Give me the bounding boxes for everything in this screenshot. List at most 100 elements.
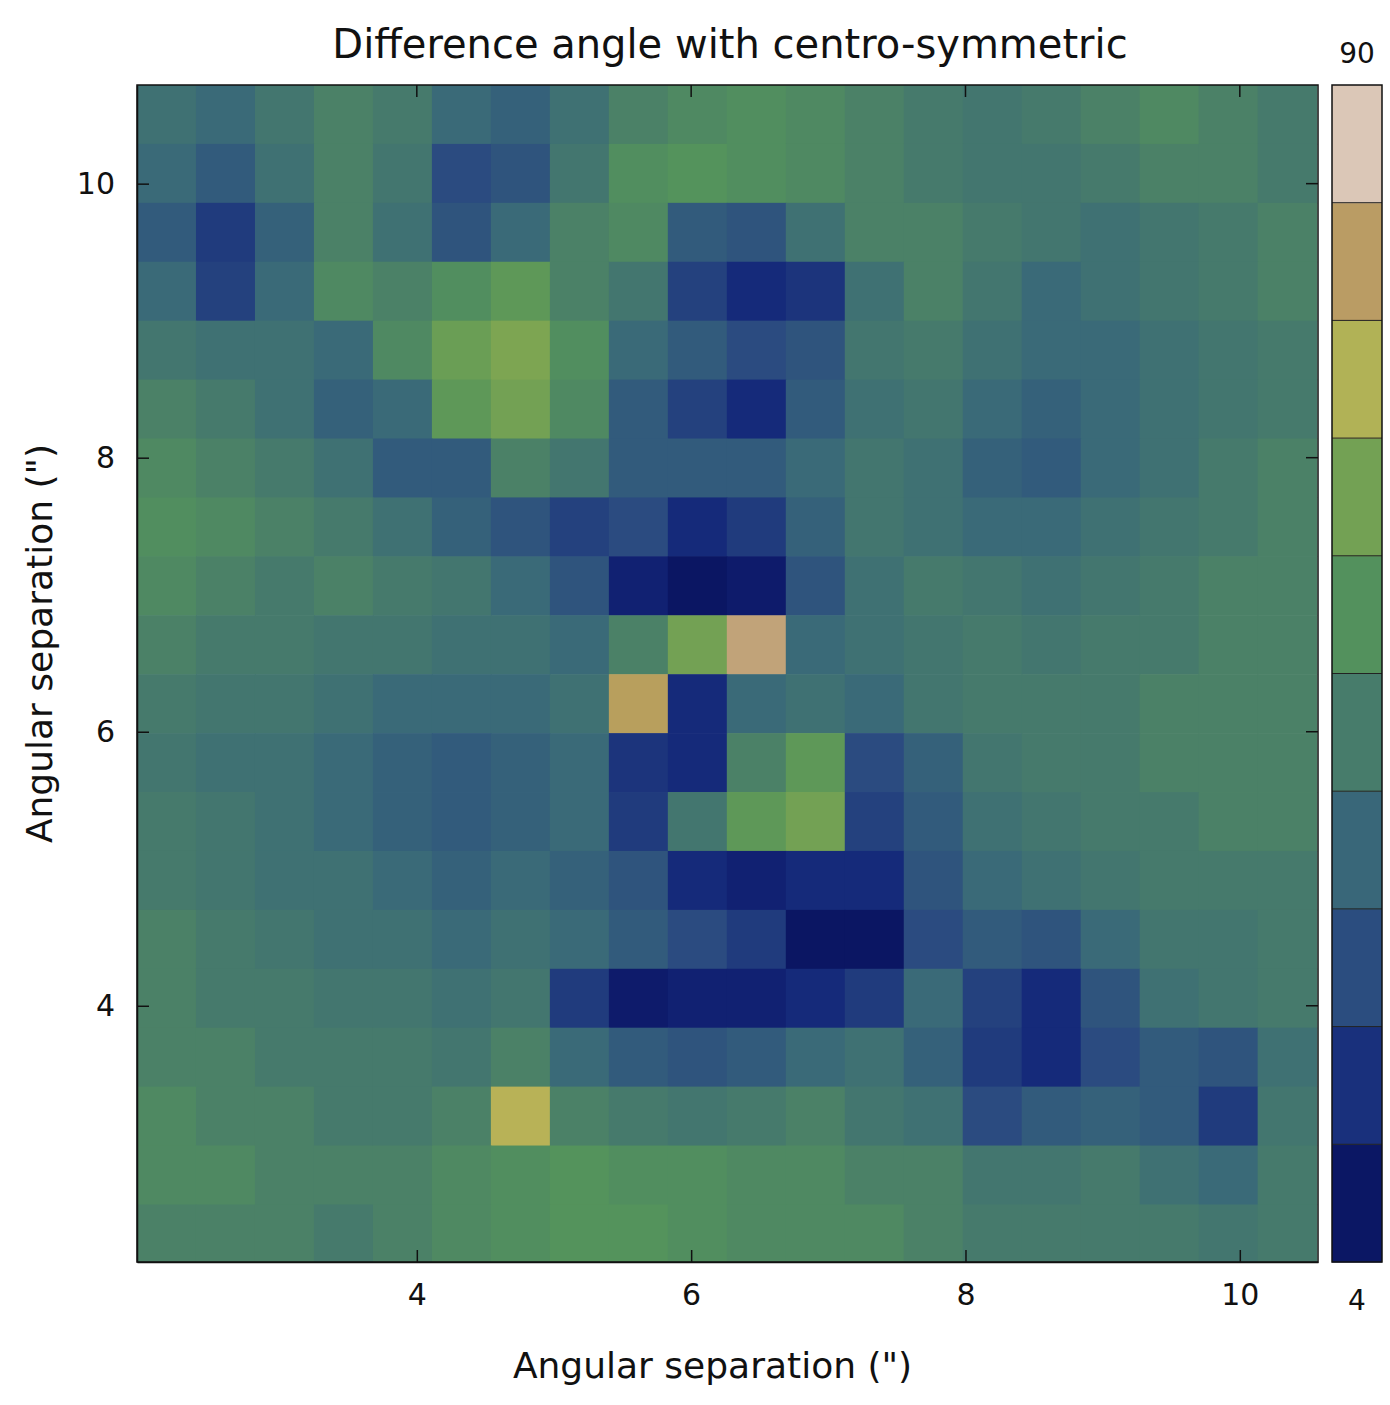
heatmap-cell: [1022, 497, 1082, 557]
heatmap-cell: [786, 556, 846, 616]
heatmap-cell: [432, 380, 492, 440]
heatmap-cell: [1081, 556, 1141, 616]
heatmap-cell: [196, 85, 256, 145]
heatmap-cell: [1022, 1146, 1082, 1206]
heatmap-cell: [550, 321, 610, 381]
heatmap-cell: [314, 144, 374, 204]
heatmap-cell: [314, 1146, 374, 1206]
heatmap-cell: [373, 792, 433, 852]
heatmap-cell: [845, 1028, 905, 1088]
heatmap-cell: [845, 674, 905, 734]
heatmap-cell: [727, 203, 787, 263]
heatmap-cell: [1140, 144, 1200, 204]
heatmap-cell: [550, 1087, 610, 1147]
heatmap-cell: [1022, 851, 1082, 911]
heatmap-cell: [1258, 792, 1318, 852]
heatmap-cell: [373, 203, 433, 263]
heatmap-cell: [314, 203, 374, 263]
heatmap-cell: [255, 969, 315, 1029]
heatmap-cell: [1022, 144, 1082, 204]
x-axis-tick-label: 8: [956, 1277, 975, 1312]
y-axis: 46810: [77, 86, 149, 1263]
heatmap-cell: [1022, 674, 1082, 734]
heatmap-cell: [137, 380, 197, 440]
heatmap-cell: [373, 497, 433, 557]
heatmap-cell: [963, 262, 1023, 322]
heatmap-cell: [668, 851, 728, 911]
heatmap-cell: [609, 733, 669, 793]
heatmap-cell: [668, 497, 728, 557]
heatmap-cell: [963, 321, 1023, 381]
colorbar-frame: [1332, 85, 1382, 1262]
heatmap-cell: [491, 85, 551, 145]
heatmap-cell: [550, 674, 610, 734]
colorbar-band: [1332, 1027, 1382, 1145]
title: Difference angle with centro-symmetric: [332, 21, 1127, 67]
heatmap-cell: [609, 262, 669, 322]
heatmap-cell: [373, 674, 433, 734]
heatmap-cell: [550, 969, 610, 1029]
heatmap-cell: [609, 1087, 669, 1147]
heatmap-cell: [786, 262, 846, 322]
heatmap-cell: [845, 615, 905, 675]
heatmap-cell: [1140, 439, 1200, 499]
heatmap-cell: [727, 851, 787, 911]
heatmap-cell: [196, 262, 256, 322]
colorbar-divider: [1332, 438, 1382, 439]
heatmap-cell: [845, 792, 905, 852]
heatmap-cell: [904, 262, 964, 322]
heatmap-cell: [668, 615, 728, 675]
heatmap-cell: [668, 85, 728, 145]
heatmap-cell: [727, 792, 787, 852]
heatmap-cell: [314, 1204, 374, 1262]
y-axis-tick-mark: [137, 1006, 149, 1008]
heatmap-cell: [727, 497, 787, 557]
heatmap-cell: [963, 851, 1023, 911]
heatmap-cell: [609, 321, 669, 381]
heatmap-cell: [786, 144, 846, 204]
heatmap-cell: [963, 439, 1023, 499]
heatmap-cell: [491, 1028, 551, 1088]
colorbar-band: [1332, 556, 1382, 674]
heatmap-cell: [1022, 1087, 1082, 1147]
heatmap-cell: [1140, 556, 1200, 616]
heatmap-cell: [137, 556, 197, 616]
heatmap-cell: [373, 556, 433, 616]
heatmap-cell: [373, 262, 433, 322]
heatmap-cell: [1258, 1087, 1318, 1147]
heatmap-cell: [1258, 321, 1318, 381]
x-axis-title: Angular separation ("): [513, 1345, 912, 1386]
heatmap-cell: [550, 1146, 610, 1206]
heatmap-cell: [845, 969, 905, 1029]
heatmap-cell: [255, 1204, 315, 1262]
heatmap-cell: [786, 203, 846, 263]
heatmap-cell: [1022, 1028, 1082, 1088]
heatmap-cell: [491, 203, 551, 263]
heatmap-cell: [1081, 674, 1141, 734]
heatmap-cell: [491, 851, 551, 911]
heatmap-cell: [1081, 1028, 1141, 1088]
colorbar-label: 4: [1348, 1284, 1366, 1317]
colorbar-divider: [1332, 1144, 1382, 1145]
heatmap-cell: [137, 674, 197, 734]
heatmap-cell: [1258, 1146, 1318, 1206]
heatmap-cell: [786, 851, 846, 911]
heatmap-cell: [1199, 556, 1259, 616]
heatmap-cell: [904, 1028, 964, 1088]
heatmap-cell: [963, 733, 1023, 793]
heatmap-cell: [609, 792, 669, 852]
heatmap-cell: [1140, 1204, 1200, 1262]
heatmap-cell: [845, 733, 905, 793]
y-axis-tick-mark: [137, 183, 149, 185]
heatmap-cell: [668, 1204, 728, 1262]
heatmap-cell: [373, 969, 433, 1029]
heatmap-cell: [1140, 792, 1200, 852]
x-axis-tick: 6: [682, 1250, 701, 1312]
top-tick-mark: [690, 85, 692, 97]
heatmap-cell: [609, 497, 669, 557]
heatmap-cell: [727, 439, 787, 499]
heatmap-cell: [137, 851, 197, 911]
heatmap-cell: [314, 1087, 374, 1147]
heatmap-cell: [727, 1087, 787, 1147]
heatmap-cell: [1081, 497, 1141, 557]
